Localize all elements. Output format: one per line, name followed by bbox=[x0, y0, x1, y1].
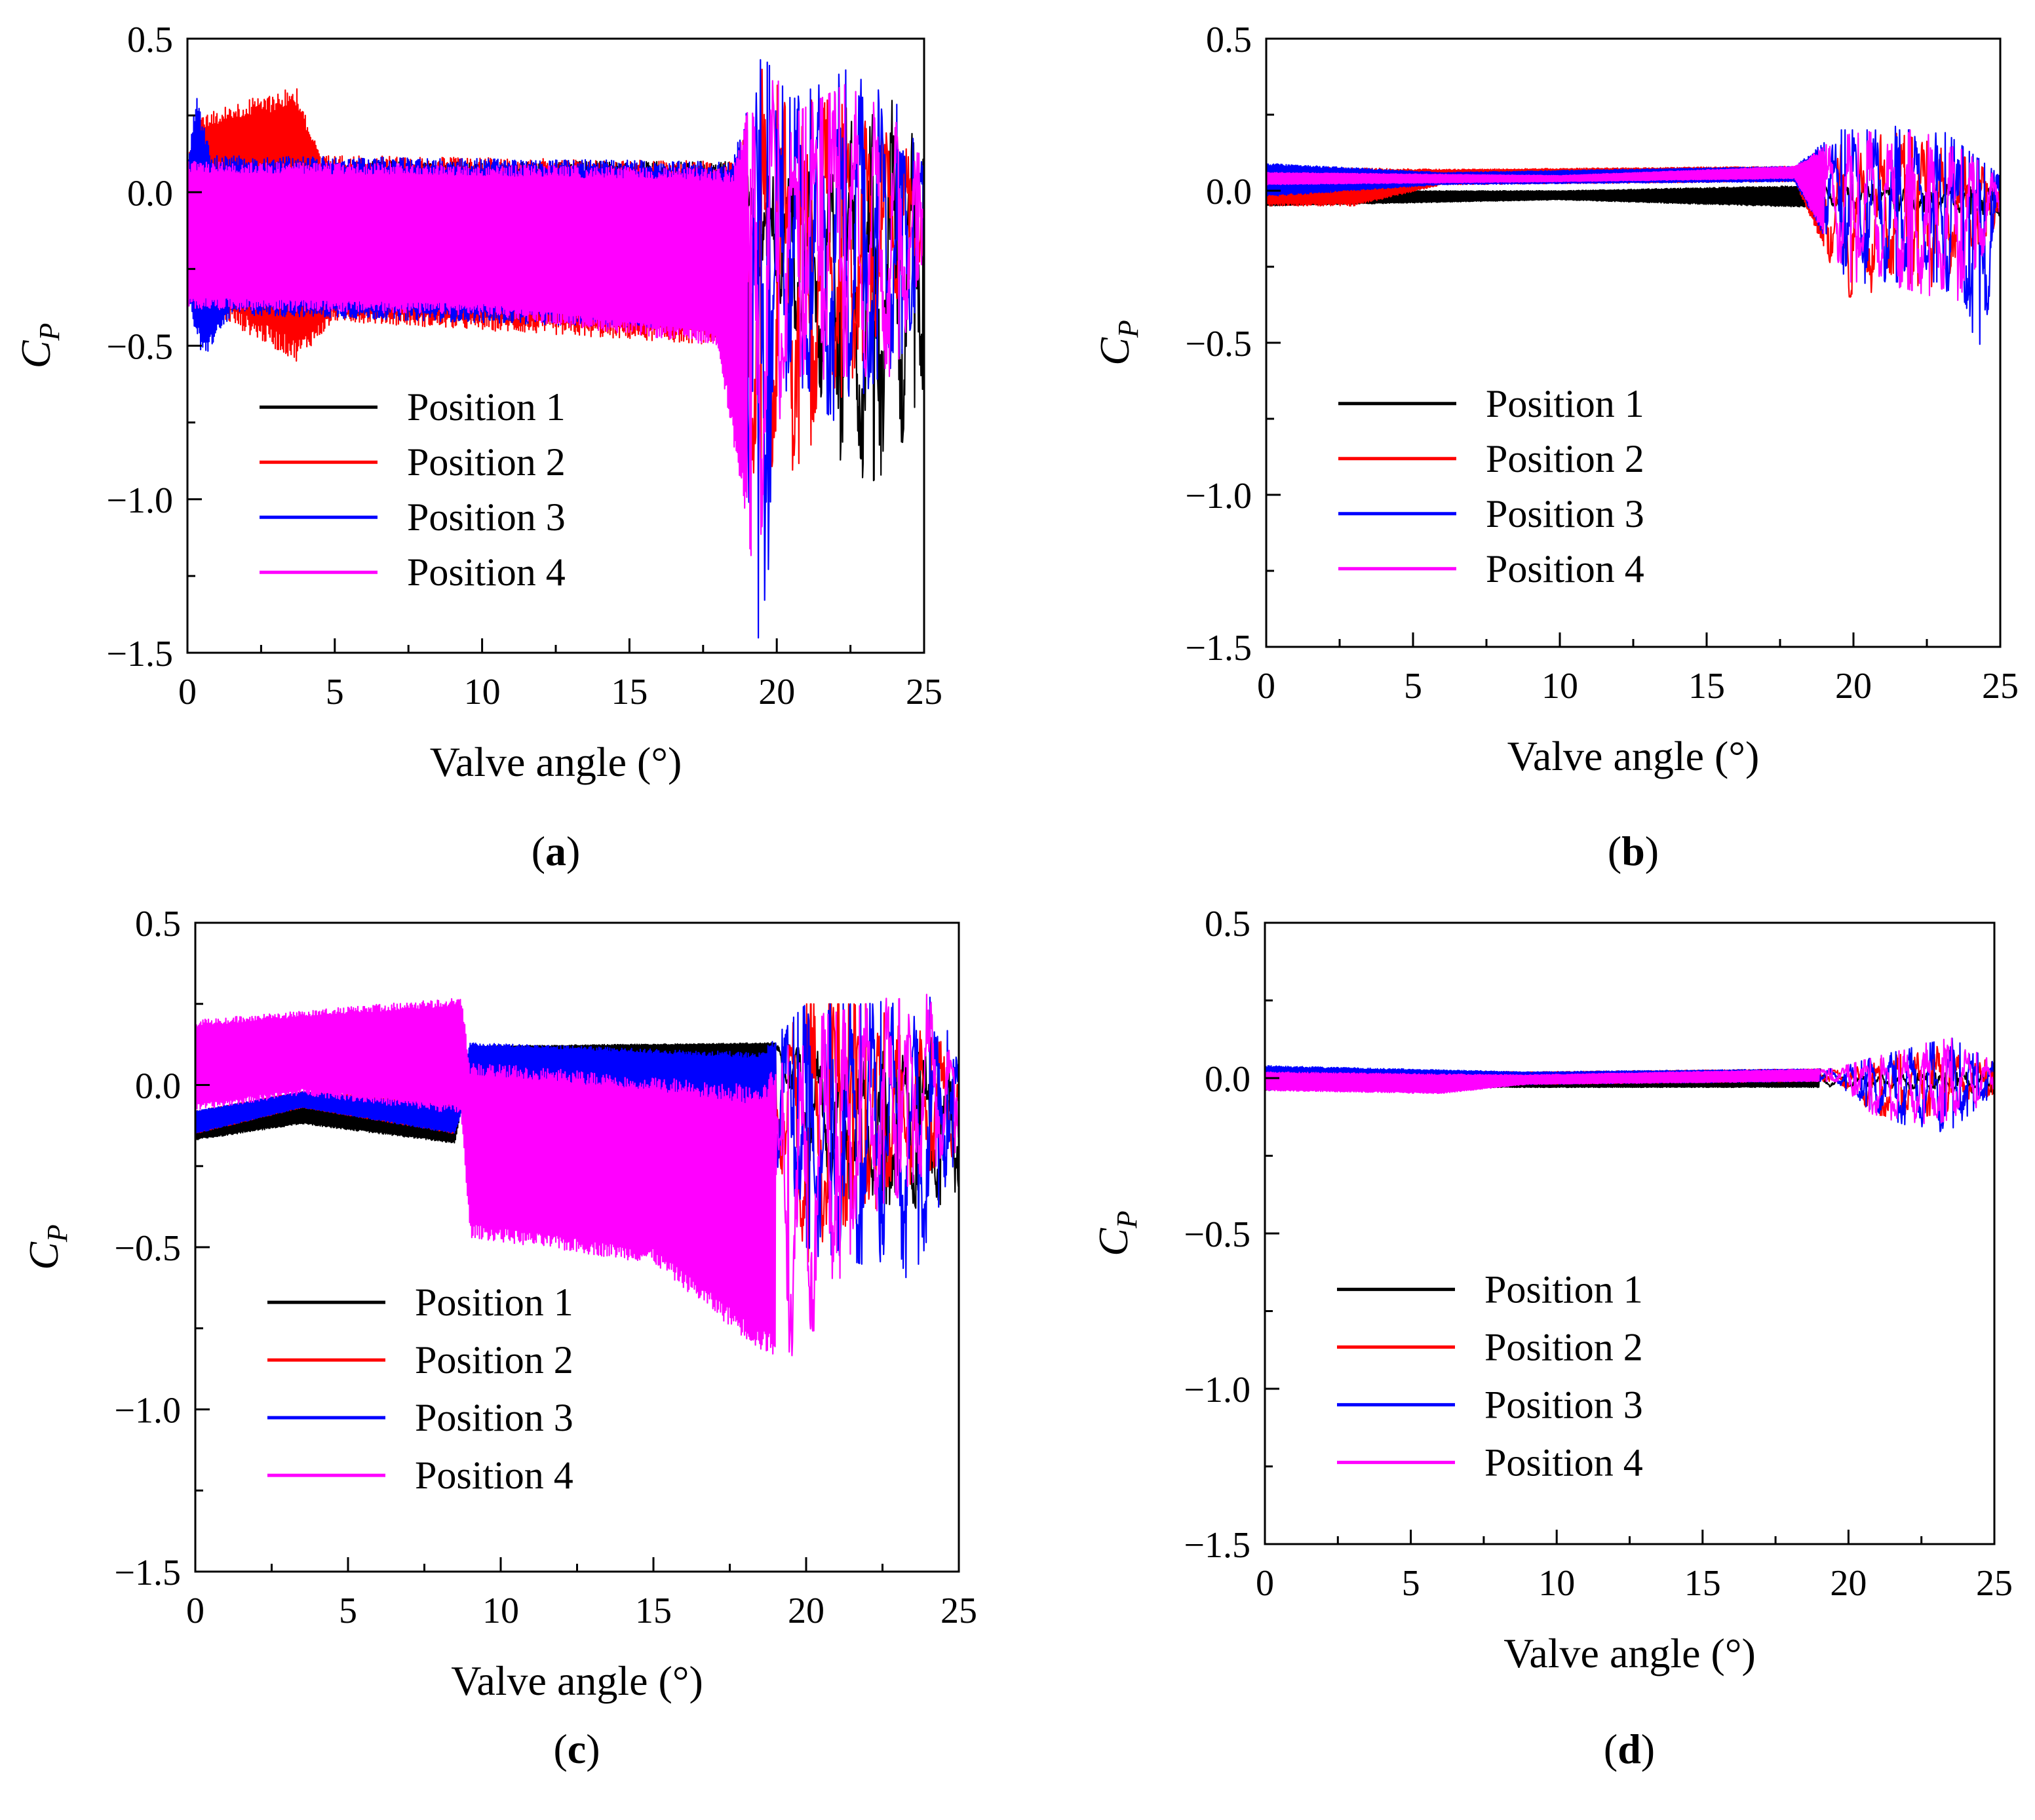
series-line-position-4 bbox=[1265, 1037, 1994, 1125]
x-tick-label: 15 bbox=[1684, 1563, 1721, 1604]
y-tick-label: −1.0 bbox=[114, 1391, 181, 1431]
x-axis-title: Valve angle (°) bbox=[1507, 733, 1760, 779]
y-tick-label: 0.5 bbox=[135, 904, 181, 944]
y-tick-label: −1.0 bbox=[106, 480, 173, 521]
y-tick-label: −1.0 bbox=[1184, 1370, 1250, 1410]
x-tick-label: 20 bbox=[788, 1591, 824, 1631]
y-tick-label: 0.0 bbox=[127, 173, 173, 214]
x-tick-label: 5 bbox=[1402, 1563, 1420, 1604]
y-tick-label: −1.5 bbox=[106, 634, 173, 674]
x-tick-label: 15 bbox=[1688, 666, 1725, 707]
y-tick-label: 0.0 bbox=[135, 1066, 181, 1107]
y-axis-title: CP bbox=[1091, 320, 1144, 366]
x-tick-label: 25 bbox=[1982, 666, 2019, 707]
series-line-position-4 bbox=[195, 994, 959, 1357]
panel-d: 0 5 10 15 20 25 0.5 0.0 −0.5 −1.0 −1.5 Valve angle … bbox=[1090, 904, 2013, 1772]
x-axis-title: Valve angle (°) bbox=[451, 1657, 703, 1704]
series-line-position-4 bbox=[1266, 129, 2000, 301]
x-tick-label: 20 bbox=[1835, 666, 1872, 707]
legend: Position 1 Position 2 Position 3 Position 4 bbox=[1338, 382, 1644, 591]
legend-label: Position 3 bbox=[415, 1396, 573, 1439]
y-tick-label: −0.5 bbox=[1184, 1214, 1250, 1255]
y-axis-title: CP bbox=[1090, 1210, 1143, 1256]
x-tick-label: 25 bbox=[940, 1591, 977, 1631]
legend-label: Position 1 bbox=[1484, 1268, 1643, 1311]
legend-label: Position 4 bbox=[407, 551, 566, 594]
panel-b: 0 5 10 15 20 25 0.5 0.0 −0.5 −1.0 −1.5 Valve angle … bbox=[1091, 20, 2019, 874]
x-tick-label: 10 bbox=[464, 672, 501, 712]
x-tick-label: 10 bbox=[1538, 1563, 1575, 1604]
x-tick-label: 5 bbox=[339, 1591, 357, 1631]
y-tick-label: −1.5 bbox=[1185, 628, 1252, 668]
legend-label: Position 4 bbox=[1484, 1441, 1643, 1484]
plot-area bbox=[1265, 1037, 1994, 1133]
x-tick-label: 0 bbox=[1256, 1563, 1274, 1604]
legend: Position 1 Position 2 Position 3 Position 4 bbox=[267, 1281, 573, 1497]
legend-label: Position 2 bbox=[1486, 437, 1644, 480]
panel-c: 0 5 10 15 20 25 0.5 0.0 −0.5 −1.0 −1.5 Valve angle … bbox=[20, 904, 977, 1772]
x-tick-label: 20 bbox=[758, 672, 795, 712]
y-tick-label: 0.0 bbox=[1206, 172, 1252, 212]
x-tick-label: 10 bbox=[1541, 666, 1578, 707]
plot-area bbox=[195, 994, 959, 1357]
x-tick-label: 20 bbox=[1830, 1563, 1867, 1604]
x-tick-label: 5 bbox=[326, 672, 344, 712]
series-line-position-4 bbox=[187, 80, 924, 556]
y-axis-title: CP bbox=[20, 1224, 73, 1270]
x-tick-label: 5 bbox=[1404, 666, 1422, 707]
x-axis-title: Valve angle (°) bbox=[1503, 1630, 1756, 1676]
y-tick-label: 0.5 bbox=[127, 20, 173, 60]
x-tick-label: 0 bbox=[178, 672, 197, 712]
x-tick-label: 25 bbox=[906, 672, 942, 712]
y-tick-label: −0.5 bbox=[1185, 324, 1252, 364]
y-tick-label: −0.5 bbox=[106, 327, 173, 368]
y-tick-label: −1.5 bbox=[114, 1553, 181, 1593]
x-tick-label: 15 bbox=[611, 672, 648, 712]
legend-label: Position 2 bbox=[415, 1338, 573, 1382]
legend-label: Position 3 bbox=[407, 495, 566, 539]
legend: Position 1 Position 2 Position 3 Position 4 bbox=[1337, 1268, 1643, 1484]
plot-area bbox=[187, 59, 924, 639]
x-tick-label: 0 bbox=[186, 1591, 204, 1631]
panel-label: (b) bbox=[1608, 828, 1659, 874]
y-tick-label: 0.5 bbox=[1205, 904, 1250, 944]
x-tick-label: 0 bbox=[1257, 666, 1275, 707]
legend-label: Position 1 bbox=[415, 1281, 573, 1324]
x-tick-label: 10 bbox=[482, 1591, 519, 1631]
legend: Position 1 Position 2 Position 3 Position 4 bbox=[260, 385, 566, 594]
y-tick-label: 0.5 bbox=[1206, 20, 1252, 60]
legend-label: Position 2 bbox=[407, 440, 566, 484]
legend-label: Position 2 bbox=[1484, 1325, 1643, 1368]
x-axis-title: Valve angle (°) bbox=[430, 739, 682, 785]
legend-label: Position 4 bbox=[415, 1454, 573, 1497]
y-tick-label: −1.0 bbox=[1185, 476, 1252, 516]
legend-label: Position 3 bbox=[1486, 492, 1644, 535]
series-line-position-3 bbox=[195, 996, 959, 1279]
x-tick-label: 25 bbox=[1976, 1563, 2013, 1604]
y-tick-label: −0.5 bbox=[114, 1228, 181, 1269]
y-axis-title: CP bbox=[12, 323, 66, 369]
legend-label: Position 4 bbox=[1486, 547, 1644, 591]
panel-label: (a) bbox=[532, 828, 581, 874]
y-tick-label: 0.0 bbox=[1205, 1059, 1250, 1100]
panel-label: (d) bbox=[1604, 1726, 1655, 1772]
panel-a: 0 5 10 15 20 25 0.5 0.0 −0.5 −1.0 −1.5 Valve angle … bbox=[12, 20, 942, 874]
x-tick-label: 15 bbox=[635, 1591, 672, 1631]
plot-area bbox=[1266, 125, 2000, 345]
legend-label: Position 3 bbox=[1484, 1383, 1643, 1426]
y-tick-label: −1.5 bbox=[1184, 1525, 1250, 1566]
panel-label: (c) bbox=[553, 1726, 600, 1772]
legend-label: Position 1 bbox=[1486, 382, 1644, 425]
legend-label: Position 1 bbox=[407, 385, 566, 429]
